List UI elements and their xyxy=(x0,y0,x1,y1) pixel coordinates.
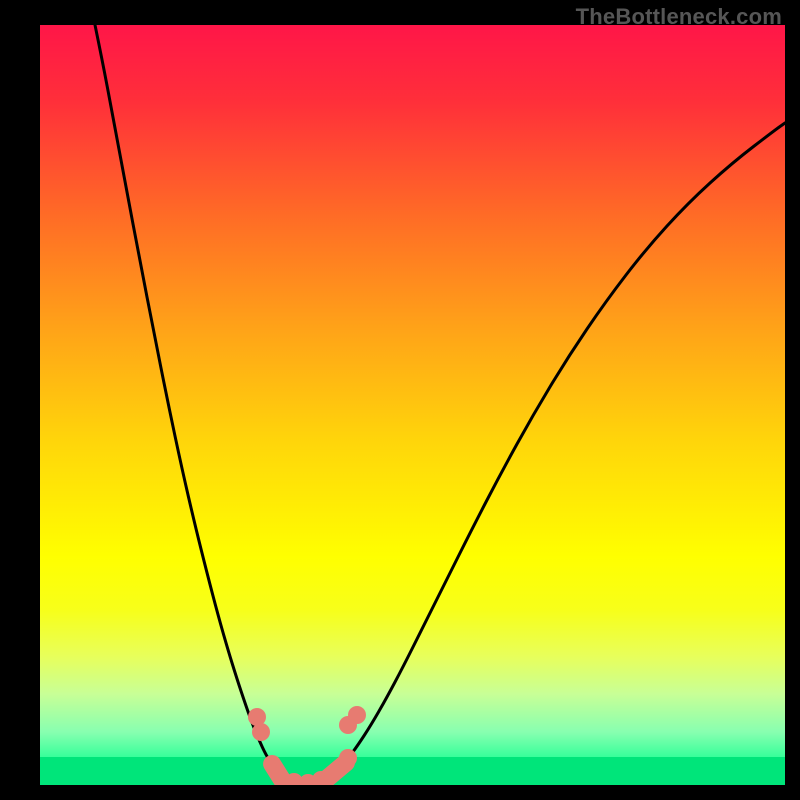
data-marker xyxy=(348,706,366,724)
data-marker xyxy=(272,764,286,785)
gradient-background xyxy=(40,25,785,785)
data-marker xyxy=(252,723,270,741)
green-band xyxy=(40,757,785,785)
data-marker xyxy=(339,749,357,767)
watermark-text: TheBottleneck.com xyxy=(576,4,782,30)
chart-frame: TheBottleneck.com xyxy=(0,0,800,800)
plot-area xyxy=(40,25,785,785)
chart-svg xyxy=(40,25,785,785)
